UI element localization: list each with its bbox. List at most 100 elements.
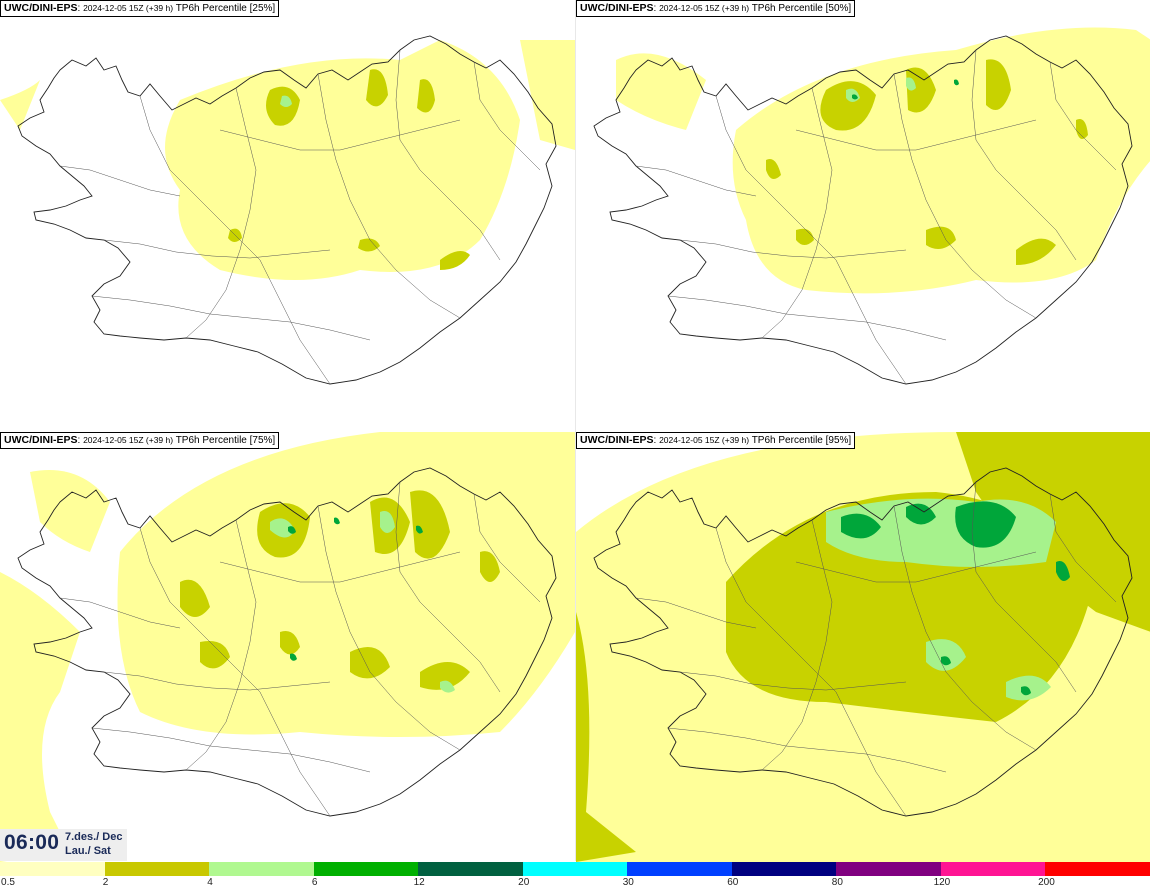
precip-area	[1056, 561, 1070, 581]
precip-area	[180, 579, 210, 617]
colorbar-segment	[522, 862, 628, 876]
colorbar-segment	[0, 862, 105, 876]
field-name: TP6h Percentile [95%]	[751, 435, 852, 446]
model-name: UWC/DINI-EPS	[4, 2, 78, 14]
colorbar-tick: 30	[622, 877, 634, 888]
precip-area	[30, 470, 110, 552]
precip-area	[480, 551, 500, 582]
panel-divider	[575, 0, 576, 861]
panel-title: UWC/DINI-EPS: 2024-12-05 15Z (+39 h) TP6…	[576, 432, 856, 449]
road-line	[667, 727, 947, 773]
road-line	[473, 61, 541, 171]
precip-area	[955, 501, 1016, 548]
run-time: 2024-12-05 15Z (+39 h)	[83, 435, 174, 445]
road-line	[635, 597, 757, 629]
precip-area	[926, 226, 956, 249]
precip-area	[290, 653, 297, 661]
road-line	[139, 527, 331, 817]
precip-area	[288, 526, 296, 534]
road-line	[395, 481, 501, 693]
precip-area	[841, 513, 881, 539]
precip-area	[380, 511, 395, 533]
colorbar-tick-labels: 0.5 2 4 6 12 20 30 60 80 120 200	[0, 876, 1150, 891]
precip-area	[1016, 238, 1056, 265]
precip-area	[334, 517, 340, 525]
colorbar-tick: 2	[102, 877, 109, 888]
precip-area	[954, 79, 959, 86]
colorbar-segment	[731, 862, 837, 876]
road-line	[971, 49, 1077, 261]
valid-date-line1: 7.des./ Dec	[65, 831, 123, 843]
colorbar-segment	[1045, 862, 1150, 876]
colorbar-tick: 20	[518, 877, 530, 888]
field-name: TP6h Percentile [75%]	[175, 435, 276, 446]
colorbar-segment	[627, 862, 732, 876]
panel-title: UWC/DINI-EPS: 2024-12-05 15Z (+39 h) TP6…	[0, 0, 280, 17]
panel-title: UWC/DINI-EPS: 2024-12-05 15Z (+39 h) TP6…	[0, 432, 280, 449]
precip-area	[852, 94, 858, 100]
colorbar-segment	[104, 862, 210, 876]
map-panel-p95: UWC/DINI-EPS: 2024-12-05 15Z (+39 h) TP6…	[576, 432, 1150, 862]
precip-area	[1076, 119, 1088, 139]
precip-area	[796, 228, 814, 245]
model-name: UWC/DINI-EPS	[4, 434, 78, 446]
road-line	[893, 73, 1037, 319]
colorbar-segment	[313, 862, 419, 876]
precip-colorbar	[0, 862, 1150, 876]
precip-area	[200, 641, 230, 669]
road-line	[139, 95, 331, 385]
valid-time-clock: 06:00	[4, 831, 60, 854]
road-line	[715, 95, 907, 385]
precip-area	[417, 79, 435, 113]
road-line	[679, 671, 907, 691]
model-name: UWC/DINI-EPS	[580, 2, 654, 14]
colorbar-tick: 4	[207, 877, 213, 888]
run-time: 2024-12-05 15Z (+39 h)	[659, 435, 750, 445]
precip-area	[926, 639, 966, 671]
panel-title: UWC/DINI-EPS: 2024-12-05 15Z (+39 h) TP6…	[576, 0, 856, 17]
road-line	[219, 119, 461, 151]
road-line	[395, 49, 501, 261]
road-line	[103, 239, 331, 259]
colorbar-segment	[940, 862, 1046, 876]
road-line	[1049, 61, 1117, 171]
precip-area	[280, 631, 300, 655]
road-line	[893, 505, 1037, 751]
road-line	[91, 295, 371, 341]
colorbar-segment	[418, 862, 523, 876]
precip-area	[820, 81, 876, 131]
road-line	[667, 295, 947, 341]
precip-area	[732, 27, 1150, 294]
precip-area	[576, 612, 636, 862]
precip-area	[270, 518, 295, 538]
map-panel-p50: UWC/DINI-EPS: 2024-12-05 15Z (+39 h) TP6…	[576, 0, 1150, 430]
road-line	[795, 551, 1037, 583]
road-line	[219, 551, 461, 583]
precip-area	[440, 680, 455, 693]
road-line	[317, 73, 461, 319]
colorbar-segment	[209, 862, 314, 876]
precip-area	[416, 525, 423, 534]
field-name: TP6h Percentile [25%]	[175, 3, 276, 14]
precip-area	[616, 53, 706, 131]
coastline	[17, 467, 557, 817]
precip-area	[165, 40, 520, 280]
precip-area	[440, 251, 470, 270]
colorbar-tick: 6	[311, 877, 318, 888]
road-line	[971, 481, 1077, 693]
road-line	[1049, 493, 1117, 603]
coastline	[17, 35, 557, 385]
colorbar-tick: 120	[933, 877, 951, 888]
map-panel-p25: UWC/DINI-EPS: 2024-12-05 15Z (+39 h) TP6…	[0, 0, 575, 430]
precip-area	[366, 69, 388, 107]
precip-area	[420, 662, 470, 690]
precip-area	[941, 656, 951, 666]
colorbar-tick: 60	[727, 877, 739, 888]
road-line	[679, 239, 907, 259]
precip-area	[358, 238, 380, 252]
run-time: 2024-12-05 15Z (+39 h)	[83, 3, 174, 13]
road-line	[795, 119, 1037, 151]
precip-map-p95	[576, 432, 1150, 862]
colorbar-segment	[836, 862, 941, 876]
precip-area	[906, 67, 936, 113]
